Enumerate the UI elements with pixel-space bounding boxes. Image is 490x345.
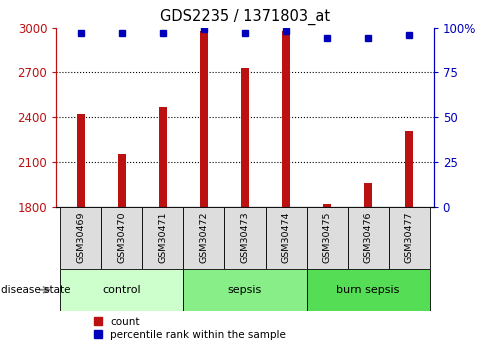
- Bar: [183, 269, 307, 310]
- Bar: [159, 107, 167, 207]
- Title: GDS2235 / 1371803_at: GDS2235 / 1371803_at: [160, 9, 330, 25]
- Bar: [118, 154, 125, 207]
- Bar: [347, 207, 389, 269]
- Text: GSM30472: GSM30472: [199, 211, 208, 263]
- Bar: [389, 207, 430, 269]
- Bar: [60, 269, 183, 310]
- Bar: [282, 31, 290, 207]
- Text: GSM30475: GSM30475: [322, 211, 332, 263]
- Bar: [77, 114, 85, 207]
- Bar: [101, 207, 143, 269]
- Bar: [143, 207, 183, 269]
- Bar: [365, 183, 372, 207]
- Bar: [307, 207, 347, 269]
- Text: control: control: [102, 285, 141, 295]
- Text: GSM30470: GSM30470: [118, 211, 126, 263]
- Bar: [307, 269, 430, 310]
- Bar: [60, 207, 101, 269]
- Text: GSM30476: GSM30476: [364, 211, 372, 263]
- Text: GSM30471: GSM30471: [158, 211, 168, 263]
- Text: GSM30477: GSM30477: [405, 211, 414, 263]
- Bar: [323, 204, 331, 207]
- Text: GSM30469: GSM30469: [76, 211, 85, 263]
- Bar: [183, 207, 224, 269]
- Text: GSM30473: GSM30473: [241, 211, 249, 263]
- Bar: [405, 131, 413, 207]
- Bar: [241, 68, 249, 207]
- Bar: [266, 207, 307, 269]
- Text: sepsis: sepsis: [228, 285, 262, 295]
- Legend: count, percentile rank within the sample: count, percentile rank within the sample: [94, 317, 286, 340]
- Text: GSM30474: GSM30474: [282, 211, 291, 263]
- Bar: [224, 207, 266, 269]
- Text: burn sepsis: burn sepsis: [336, 285, 400, 295]
- Text: disease state: disease state: [1, 285, 71, 295]
- Bar: [200, 31, 208, 207]
